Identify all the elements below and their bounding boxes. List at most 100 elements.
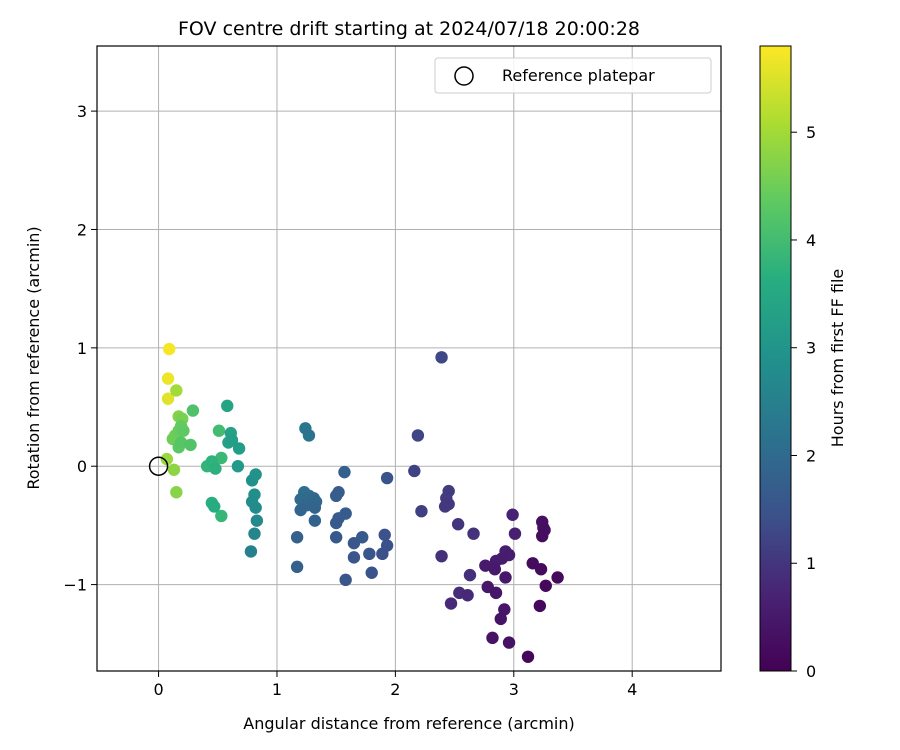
colorbar-tick-label: 0: [806, 662, 816, 681]
colorbar-tick-label: 4: [806, 231, 816, 250]
chart-title: FOV centre drift starting at 2024/07/18 …: [178, 18, 640, 40]
data-point: [290, 560, 304, 574]
data-point: [329, 489, 343, 503]
data-point: [479, 559, 492, 572]
data-point: [461, 589, 474, 602]
data-point: [451, 518, 465, 531]
x-tick-label: 4: [627, 680, 637, 699]
data-point: [177, 424, 190, 437]
colorbar-label: Hours from first FF file: [828, 269, 847, 448]
x-tick-label: 1: [272, 680, 282, 699]
data-point: [294, 503, 307, 517]
data-point: [539, 579, 552, 592]
data-point: [494, 612, 507, 626]
data-point: [160, 452, 174, 466]
colorbar-tick-label: 1: [806, 554, 816, 573]
data-point: [221, 399, 234, 413]
data-point: [363, 547, 376, 561]
data-point: [250, 514, 264, 527]
data-point: [212, 424, 226, 437]
colorbar-gradient: [759, 45, 792, 672]
colorbar-tick-label: 5: [806, 123, 816, 142]
data-point: [347, 551, 361, 564]
data-point: [161, 392, 175, 405]
data-point: [438, 500, 452, 513]
x-tick-label: 3: [509, 680, 519, 699]
data-point: [486, 631, 499, 645]
data-point: [308, 501, 322, 514]
data-point: [232, 442, 246, 455]
data-point: [534, 563, 548, 576]
y-axis-label: Rotation from reference (arcmin): [24, 226, 43, 489]
data-point: [488, 563, 502, 576]
data-point: [376, 547, 389, 561]
data-point: [209, 462, 222, 475]
data-point: [489, 586, 503, 600]
grid-lines: [97, 46, 721, 671]
legend-reference-marker: [454, 66, 474, 86]
data-point: [444, 597, 458, 610]
data-point: [215, 451, 228, 465]
data-point: [208, 500, 221, 513]
x-tick-label: 0: [153, 680, 163, 699]
data-point: [551, 571, 564, 584]
data-point: [415, 504, 428, 518]
reference-platepar-marker: [148, 456, 169, 476]
data-point: [329, 531, 343, 544]
data-point: [347, 536, 361, 550]
data-point: [435, 549, 448, 563]
plot-frame: [96, 45, 722, 672]
legend-entry-reference: Reference platepar: [502, 66, 655, 85]
data-point: [231, 460, 245, 473]
data-point: [170, 486, 183, 499]
data-point: [502, 636, 516, 649]
data-point: [508, 527, 522, 540]
colorbar-tick-label: 3: [806, 339, 816, 358]
data-point: [521, 650, 535, 663]
y-tick-label: 2: [77, 220, 87, 239]
data-point: [467, 527, 480, 540]
data-point: [411, 429, 425, 442]
data-point: [329, 516, 343, 530]
data-point: [499, 571, 512, 584]
data-point: [435, 351, 448, 364]
data-point: [184, 438, 197, 452]
data-point: [380, 471, 394, 485]
data-point: [170, 384, 183, 397]
data-point: [225, 433, 239, 447]
data-point: [498, 603, 511, 616]
colorbar: 0 1 2 3 4 5 Hours from first FF file: [759, 45, 847, 681]
x-axis-label: Angular distance from reference (arcmin): [243, 714, 574, 733]
data-point: [339, 573, 352, 587]
data-point: [365, 566, 378, 579]
legend-box: [434, 57, 712, 94]
data-point: [290, 531, 304, 544]
data-point: [174, 436, 188, 449]
axis-ticks: 0 1 2 3 4 −1 0 1 2 3: [63, 102, 637, 699]
data-point: [536, 529, 549, 543]
data-point: [308, 514, 322, 527]
data-point: [463, 568, 477, 582]
data-point: [408, 464, 421, 478]
y-tick-label: 0: [77, 457, 87, 476]
legend: Reference platepar: [434, 57, 712, 94]
data-point: [533, 599, 547, 613]
data-point: [248, 527, 261, 540]
data-point: [506, 508, 519, 521]
data-point: [161, 372, 175, 385]
data-point: [302, 429, 316, 442]
data-point: [215, 509, 228, 523]
data-point: [338, 465, 351, 479]
colorbar-ticks: 0 1 2 3 4 5: [791, 123, 816, 681]
x-tick-label: 2: [390, 680, 400, 699]
y-tick-label: 1: [77, 339, 87, 358]
data-point: [163, 342, 176, 356]
data-point: [167, 463, 181, 476]
data-point: [186, 404, 200, 417]
data-point: [378, 528, 391, 542]
data-points: [160, 342, 564, 663]
colorbar-tick-label: 2: [806, 446, 816, 465]
data-point: [245, 474, 259, 487]
